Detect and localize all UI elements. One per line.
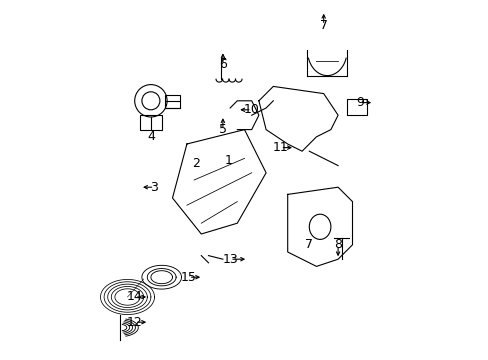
Text: 3: 3 <box>150 181 158 194</box>
Text: 11: 11 <box>272 141 288 154</box>
Text: 5: 5 <box>219 123 226 136</box>
Bar <box>346 99 366 115</box>
Text: 14: 14 <box>126 291 142 303</box>
Text: 12: 12 <box>126 316 142 329</box>
Text: 8: 8 <box>333 238 342 251</box>
Bar <box>140 115 162 130</box>
Bar <box>165 95 179 108</box>
Text: 10: 10 <box>243 103 259 116</box>
Text: 6: 6 <box>219 58 226 71</box>
Text: 4: 4 <box>147 130 155 143</box>
Text: 2: 2 <box>192 157 200 170</box>
Text: 9: 9 <box>355 96 363 109</box>
Text: 13: 13 <box>222 253 238 266</box>
Text: 15: 15 <box>181 271 196 284</box>
Text: 7: 7 <box>319 19 327 32</box>
Text: 7: 7 <box>305 238 313 251</box>
Text: 1: 1 <box>224 154 232 167</box>
